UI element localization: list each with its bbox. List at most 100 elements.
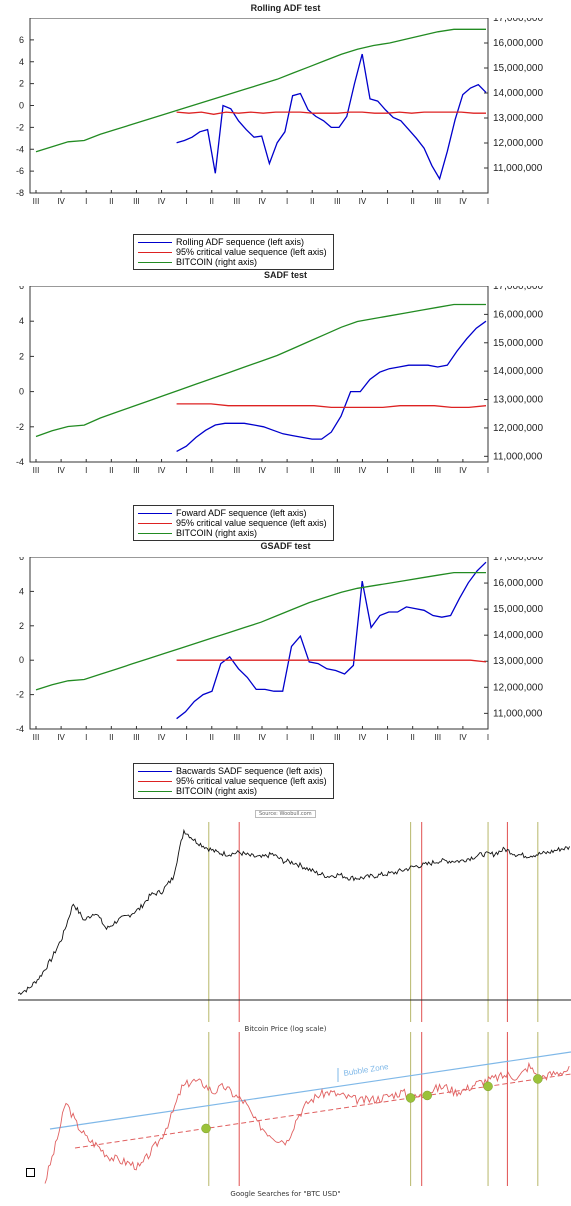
x-tick-label: III	[133, 733, 140, 742]
legend-label: BITCOIN (right axis)	[176, 786, 258, 796]
left-tick-label: -2	[16, 422, 24, 432]
legend-swatch	[138, 770, 172, 772]
x-tick-label: IV	[258, 733, 266, 742]
legend-item: 95% critical value sequence (left axis)	[138, 776, 327, 786]
left-tick-label: 6	[19, 286, 24, 291]
x-tick-label: III	[434, 197, 441, 206]
bubble-zone-label: Bubble Zone	[343, 1062, 390, 1078]
right-tick-label: 15,000,000	[493, 604, 543, 615]
x-tick-label: IV	[359, 466, 367, 475]
x-tick-label: IV	[158, 466, 166, 475]
x-tick-label: III	[334, 466, 341, 475]
left-tick-label: 0	[19, 655, 24, 665]
right-tick-label: 16,000,000	[493, 38, 543, 49]
left-tick-label: -2	[16, 122, 24, 132]
legend-swatch	[138, 790, 172, 792]
x-tick-label: IV	[57, 197, 65, 206]
x-tick-label: II	[109, 466, 113, 475]
plot-frame	[29, 18, 489, 194]
chart-title-sadf: SADF test	[263, 270, 307, 280]
x-tick-label: III	[33, 197, 40, 206]
legend-label: Rolling ADF sequence (left axis)	[176, 237, 305, 247]
legend-item: 95% critical value sequence (left axis)	[138, 518, 327, 528]
x-tick-label: IV	[57, 466, 65, 475]
right-tick-label: 14,000,000	[493, 88, 543, 99]
right-tick-label: 11,000,000	[493, 451, 543, 462]
x-tick-label: I	[85, 466, 87, 475]
x-tick-label: I	[286, 466, 288, 475]
x-tick-label: II	[310, 733, 314, 742]
left-tick-label: -4	[16, 724, 24, 734]
left-tick-label: -6	[16, 166, 24, 176]
x-tick-label: III	[334, 733, 341, 742]
left-tick-label: 4	[19, 316, 24, 326]
legend-swatch	[138, 241, 172, 243]
x-tick-label: II	[410, 466, 414, 475]
x-tick-label: II	[310, 466, 314, 475]
left-tick-label: -4	[16, 144, 24, 154]
legend-item: BITCOIN (right axis)	[138, 528, 327, 538]
right-tick-label: 16,000,000	[493, 309, 543, 320]
left-tick-label: 6	[19, 557, 24, 562]
series-line-3	[35, 303, 486, 438]
left-tick-label: 2	[19, 351, 24, 361]
legend-swatch	[138, 251, 172, 253]
legend-label: BITCOIN (right axis)	[176, 528, 258, 538]
x-tick-label: II	[210, 733, 214, 742]
x-tick-label: I	[487, 733, 489, 742]
x-tick-label: I	[85, 733, 87, 742]
series-line-1	[176, 320, 487, 452]
legend-label: Bacwards SADF sequence (left axis)	[176, 766, 323, 776]
x-tick-label: III	[133, 466, 140, 475]
legend-label: 95% critical value sequence (left axis)	[176, 247, 327, 257]
bitcoin-price-caption: Bitcoin Price (log scale)	[244, 1025, 327, 1033]
legend-rolling-adf: Rolling ADF sequence (left axis) 95% cri…	[133, 234, 334, 270]
bubble-touch-dot	[405, 1093, 416, 1103]
google-searches-line	[44, 1061, 570, 1184]
right-tick-label: 12,000,000	[493, 138, 543, 149]
right-tick-label: 17,000,000	[493, 18, 543, 24]
left-tick-label: 0	[19, 387, 24, 397]
x-tick-label: I	[186, 466, 188, 475]
left-tick-label: 4	[19, 57, 24, 67]
x-tick-label: I	[85, 197, 87, 206]
upper-trend-line	[49, 1051, 571, 1130]
left-tick-label: -4	[16, 457, 24, 467]
lower-trend-line	[74, 1073, 571, 1149]
left-tick-label: 6	[19, 35, 24, 45]
left-tick-label: 4	[19, 586, 24, 596]
bitcoin-price-chart	[17, 822, 571, 1022]
bubble-touch-dot	[533, 1074, 543, 1084]
right-tick-label: 14,000,000	[493, 366, 543, 377]
gsadf-chart: -4 -2 0 2 4 6 11,000,000 12,000,000 13,000,000 14…	[16, 557, 543, 742]
legend-item: Foward ADF sequence (left axis)	[138, 508, 327, 518]
x-tick-label: I	[286, 197, 288, 206]
x-tick-label: IV	[359, 733, 367, 742]
x-tick-label: I	[487, 466, 489, 475]
x-tick-label: II	[210, 197, 214, 206]
bitcoin-price-line	[17, 828, 571, 995]
x-tick-label: II	[310, 197, 314, 206]
x-tick-label: I	[286, 733, 288, 742]
left-tick-label: -8	[16, 188, 24, 198]
bubble-touch-dot	[483, 1081, 493, 1092]
legend-swatch	[138, 532, 172, 534]
right-tick-label: 12,000,000	[493, 423, 543, 434]
x-tick-label: IV	[158, 733, 166, 742]
x-tick-label: III	[434, 466, 441, 475]
marker-square	[26, 1168, 35, 1177]
x-tick-label: III	[133, 197, 140, 206]
left-tick-label: 2	[19, 79, 24, 89]
x-tick-label: II	[210, 466, 214, 475]
google-searches-chart: Bubble Zone	[44, 1032, 571, 1186]
legend-label: Foward ADF sequence (left axis)	[176, 508, 307, 518]
series-line-3	[35, 28, 486, 153]
x-tick-label: IV	[258, 466, 266, 475]
series-line-2	[176, 403, 487, 409]
right-tick-label: 11,000,000	[493, 708, 543, 719]
x-tick-label: IV	[57, 733, 65, 742]
plot-frame	[29, 557, 489, 730]
legend-item: BITCOIN (right axis)	[138, 257, 327, 267]
chart-title-gsadf: GSADF test	[260, 541, 311, 551]
legend-label: 95% critical value sequence (left axis)	[176, 776, 327, 786]
